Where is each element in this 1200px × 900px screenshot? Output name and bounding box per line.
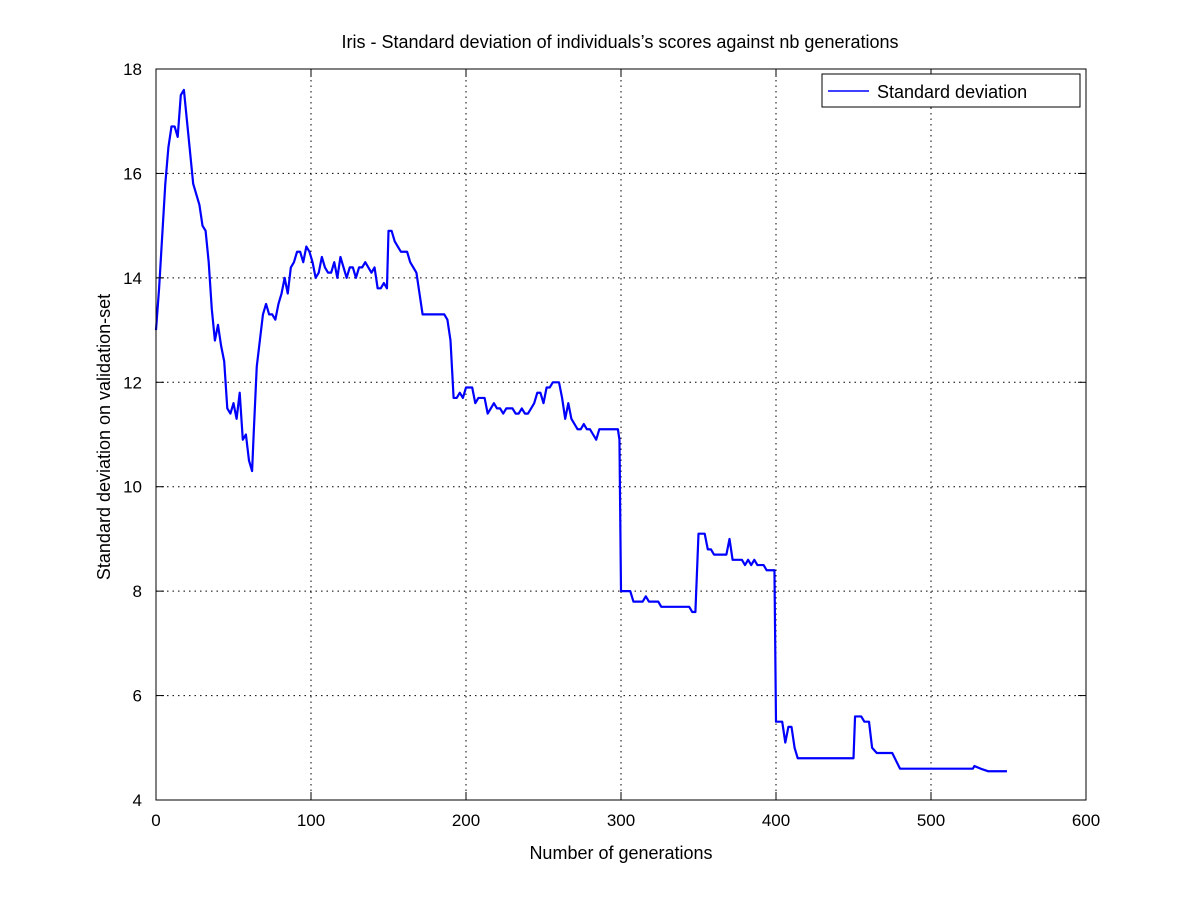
x-tick-label: 500 xyxy=(917,811,945,830)
y-tick-label: 12 xyxy=(123,373,142,392)
y-tick-label: 18 xyxy=(123,60,142,79)
series-line-standard-deviation xyxy=(154,88,1007,773)
x-tick-label: 300 xyxy=(607,811,635,830)
x-tick-label: 400 xyxy=(762,811,790,830)
plot-area xyxy=(156,69,1086,800)
y-tick-label: 6 xyxy=(133,687,142,706)
x-tick-label: 100 xyxy=(297,811,325,830)
x-tick-label: 600 xyxy=(1072,811,1100,830)
y-tick-labels: 4 6 8 10 12 14 16 18 xyxy=(123,60,142,810)
x-tick-label: 0 xyxy=(151,811,160,830)
chart-title: Iris - Standard deviation of individuals… xyxy=(342,32,899,52)
x-tick-label: 200 xyxy=(452,811,480,830)
series-layer xyxy=(154,88,1007,773)
y-tick-label: 8 xyxy=(133,582,142,601)
y-tick-label: 4 xyxy=(133,791,142,810)
y-tick-label: 14 xyxy=(123,269,142,288)
legend: Standard deviation xyxy=(821,73,1081,108)
grid-lines xyxy=(156,69,1086,800)
y-axis-label: Standard deviation on validation-set xyxy=(94,294,114,580)
axis-ticks xyxy=(155,68,1087,801)
legend-label: Standard deviation xyxy=(877,82,1027,102)
x-axis-label: Number of generations xyxy=(529,843,712,863)
x-tick-labels: 0 100 200 300 400 500 600 xyxy=(151,811,1100,830)
y-tick-label: 10 xyxy=(123,478,142,497)
y-tick-label: 16 xyxy=(123,164,142,183)
